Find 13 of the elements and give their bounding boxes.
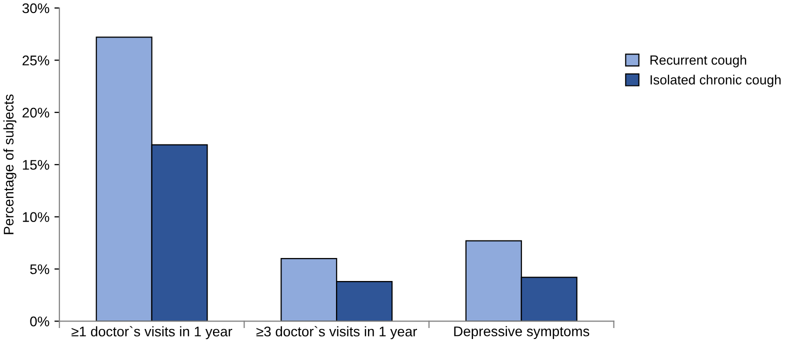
y-tick-label: 15%	[22, 160, 50, 170]
y-axis-title: Percentage of subjects	[3, 94, 16, 234]
legend-label: Isolated chronic cough	[650, 74, 781, 88]
x-tick-label: ≥3 doctor`s visits in 1 year	[256, 326, 417, 340]
y-tick-label: 5%	[30, 264, 50, 274]
x-tick-label: Depressive symptoms	[454, 326, 590, 340]
y-tick-label: 30%	[22, 3, 50, 14]
y-tick-label: 25%	[22, 56, 50, 66]
y-tick-label: 20%	[22, 108, 50, 118]
y-tick-label: 10%	[22, 212, 50, 222]
y-tick-label: 0%	[30, 316, 50, 326]
legend-label: Recurrent cough	[650, 55, 746, 68]
x-tick-label: ≥1 doctor`s visits in 1 year	[72, 326, 232, 340]
